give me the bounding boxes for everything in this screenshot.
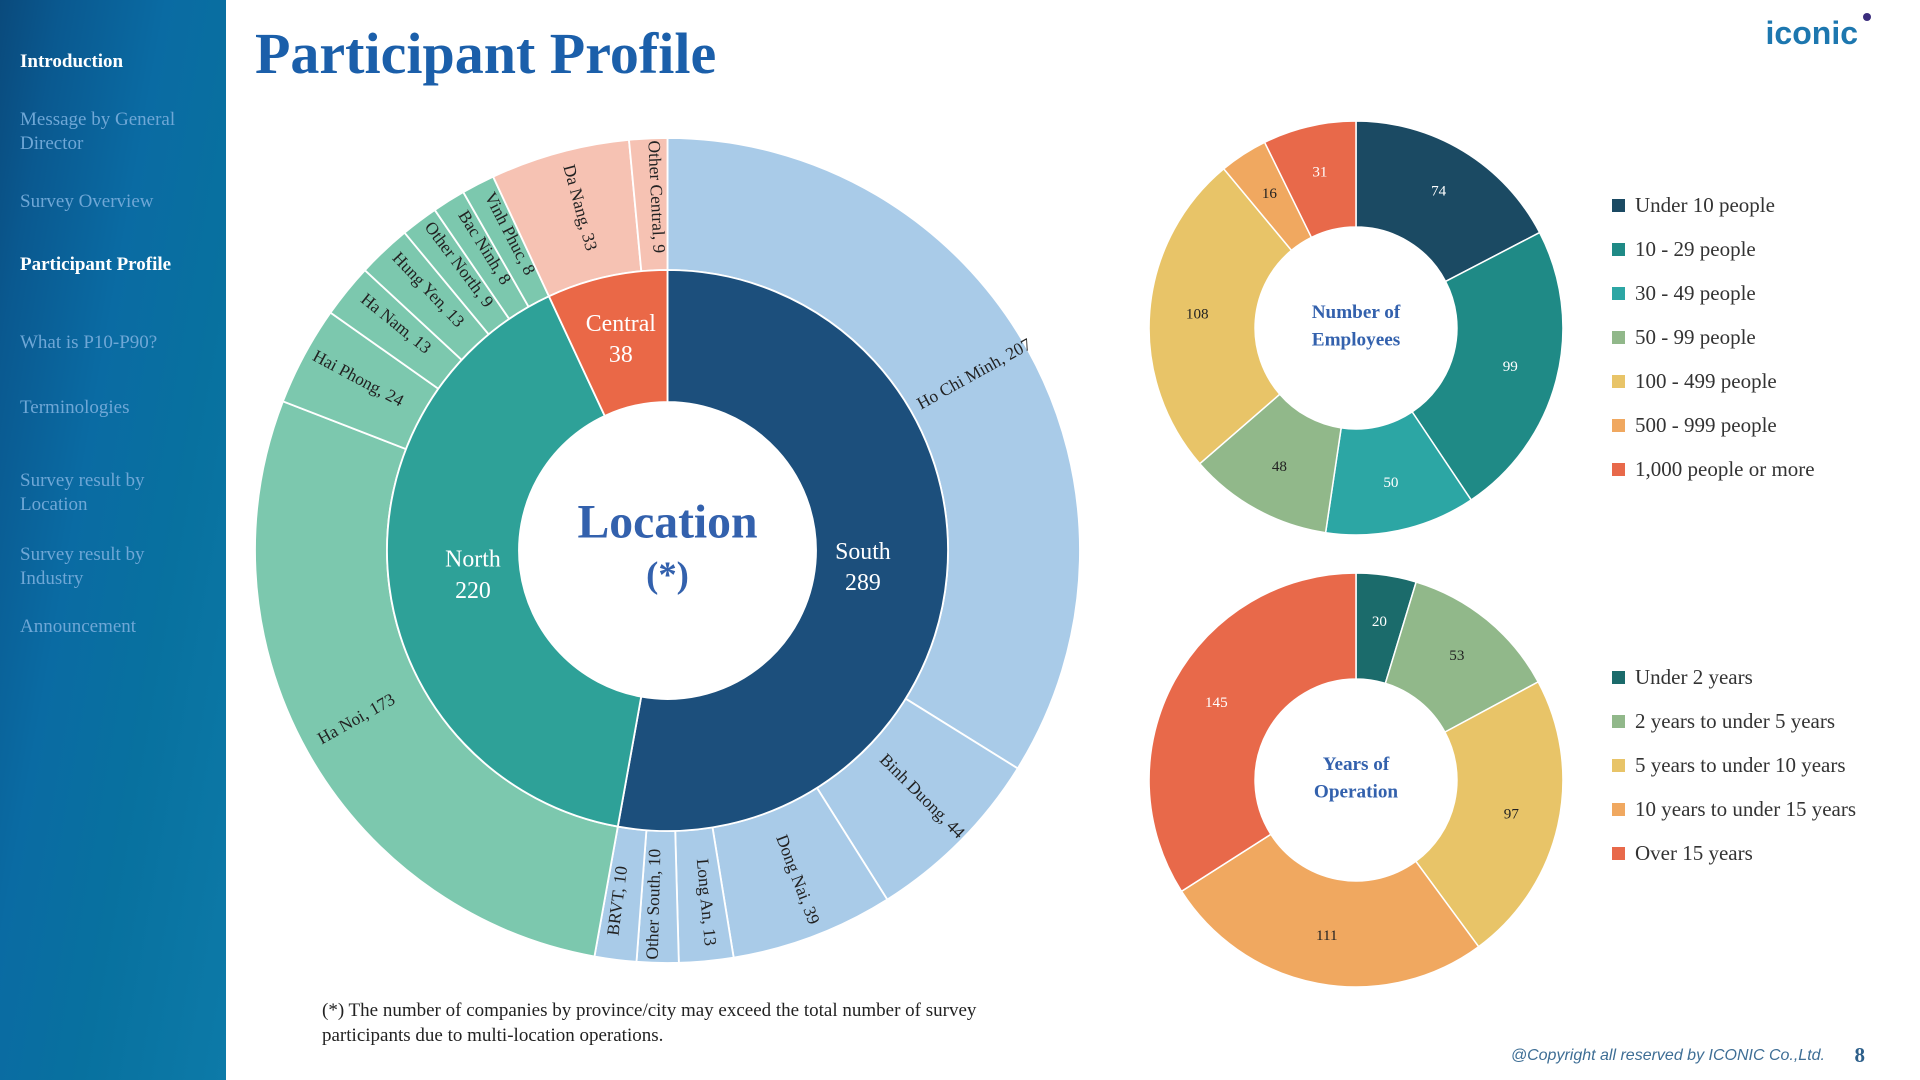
svg-text:Operation: Operation [1314, 782, 1398, 803]
svg-text:Location: Location [577, 497, 757, 549]
svg-text:38: 38 [609, 342, 633, 368]
svg-text:111: 111 [1316, 928, 1338, 944]
svg-text:108: 108 [1186, 307, 1209, 323]
svg-text:Years of: Years of [1323, 754, 1390, 775]
svg-text:Number of: Number of [1312, 302, 1401, 323]
svg-text:220: 220 [455, 578, 491, 604]
svg-text:53: 53 [1449, 648, 1464, 664]
svg-text:289: 289 [845, 570, 881, 596]
svg-text:North: North [445, 547, 501, 573]
svg-text:99: 99 [1503, 359, 1518, 375]
svg-text:74: 74 [1431, 183, 1447, 199]
svg-text:48: 48 [1272, 459, 1287, 475]
svg-text:145: 145 [1205, 695, 1228, 711]
svg-text:Employees: Employees [1312, 330, 1400, 351]
svg-text:16: 16 [1262, 186, 1278, 202]
svg-text:31: 31 [1312, 164, 1327, 180]
svg-text:20: 20 [1372, 614, 1387, 630]
svg-text:50: 50 [1383, 475, 1398, 491]
svg-text:Other South, 10: Other South, 10 [642, 848, 665, 959]
svg-text:97: 97 [1504, 806, 1520, 822]
svg-text:South: South [835, 539, 891, 565]
svg-text:Central: Central [586, 311, 657, 337]
svg-text:(*): (*) [646, 554, 689, 595]
